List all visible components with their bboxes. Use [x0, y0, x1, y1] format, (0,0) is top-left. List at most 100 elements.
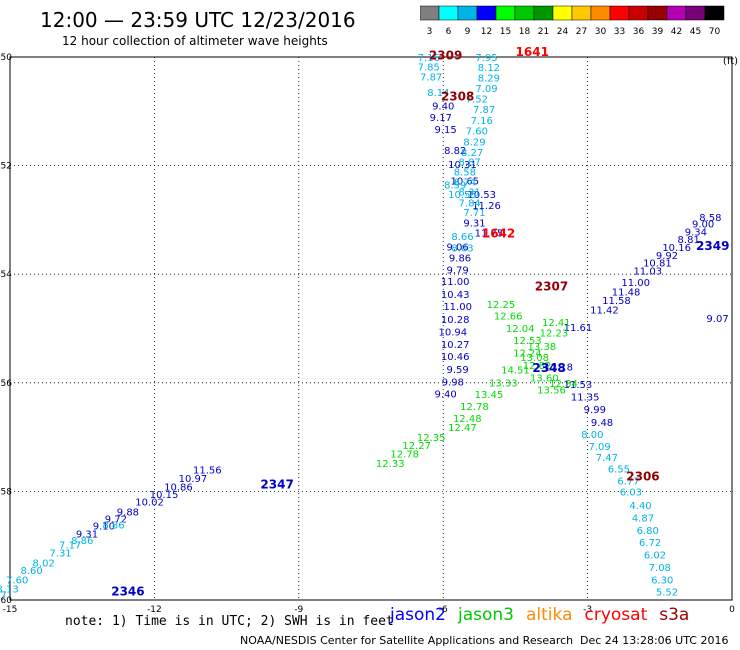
wave-height-label: 9.98: [442, 378, 464, 389]
x-tick-label: -9: [294, 605, 303, 615]
wave-height-label: 7.85: [418, 63, 440, 74]
wave-height-label: 7.17: [59, 540, 81, 551]
wave-height-label: 8.60: [21, 566, 43, 577]
wave-height-label: 10.28: [441, 315, 470, 326]
pass-number-label: 2307: [535, 279, 568, 293]
wave-height-label: 6.72: [639, 538, 661, 549]
wave-height-label: 9.86: [449, 254, 471, 265]
legend-label: 6: [446, 27, 452, 37]
wave-height-label: 8.86: [102, 520, 124, 531]
wave-height-label: 8.29: [463, 138, 485, 149]
wave-height-label: 11.53: [564, 380, 593, 391]
wave-height-label: 10.02: [135, 498, 164, 509]
pass-number-label: 2309: [429, 49, 462, 63]
wave-height-label: 6.80: [637, 526, 659, 537]
wave-height-label: 8.12: [478, 63, 500, 74]
wave-height-label: 7.09: [475, 84, 497, 95]
wave-height-label: 9.72: [105, 514, 127, 525]
wave-height-label: 12.33: [376, 459, 405, 470]
pass-number-label: 1641: [516, 45, 549, 59]
pass-number-label: 2348: [532, 361, 565, 375]
legend-label: 12: [481, 27, 492, 37]
wave-height-label: 7.16: [418, 53, 440, 64]
satellite-legend: jason2 jason3 altika cryosat s3a: [390, 605, 701, 625]
wave-height-label: 12.04: [506, 324, 535, 335]
legend-label: 70: [709, 27, 721, 37]
wave-height-label: 8.27: [0, 590, 7, 601]
legend-label: 42: [671, 27, 682, 37]
satellite-name: jason3: [458, 605, 514, 625]
wave-height-label: 9.99: [584, 405, 606, 416]
wave-height-label: 12.24: [513, 349, 542, 360]
map-frame: [9, 56, 733, 601]
wave-height-label: 13.38: [528, 342, 557, 353]
x-tick-label: -6: [439, 605, 448, 615]
wave-height-label: 11.00: [443, 302, 472, 313]
wave-height-label: 8.00: [581, 430, 603, 441]
wave-height-label: 13.45: [475, 390, 504, 401]
legend-label: 39: [652, 27, 664, 37]
wave-height-label: 9.00: [692, 220, 714, 231]
wave-height-label: 12.27: [402, 441, 431, 452]
y-tick-label: -52: [0, 162, 12, 172]
wave-height-label: 10.53: [467, 190, 496, 201]
page-subtitle: 12 hour collection of altimeter wave hei…: [62, 34, 328, 48]
wave-height-label: 12.78: [460, 402, 489, 413]
wave-height-label: 8.29: [478, 73, 500, 84]
x-tick-label: 0: [729, 605, 735, 615]
wave-height-label: 8.59: [444, 180, 466, 191]
wave-height-label: 8.03: [451, 243, 473, 254]
wave-height-label: 9.40: [432, 102, 454, 113]
wave-height-label: 14.51: [501, 366, 530, 377]
wave-height-label: 13.08: [520, 353, 549, 364]
pass-number-label: 2349: [696, 239, 729, 253]
legend-label: 9: [465, 27, 471, 37]
legend-label: 27: [576, 27, 587, 37]
wave-height-label: 9.31: [463, 218, 485, 229]
legend-label: 18: [519, 27, 531, 37]
legend-label: 30: [595, 27, 607, 37]
pass-number-label: 2346: [111, 585, 144, 599]
legend-swatch: [704, 5, 725, 21]
wave-height-label: 11.58: [602, 296, 631, 307]
wave-height-label: 7.09: [589, 442, 611, 453]
wave-height-label: 10.65: [451, 177, 480, 188]
wave-height-label: 11.35: [571, 393, 600, 404]
units-note: note: 1) Time is in UTC; 2) SWH is in fe…: [65, 614, 394, 629]
pass-number-label: 2306: [626, 470, 659, 484]
y-tick-label: -60: [0, 596, 12, 606]
wave-height-label: 7.60: [6, 576, 28, 587]
wave-height-label: 7.60: [466, 127, 488, 138]
y-tick-label: -54: [0, 270, 12, 280]
wave-height-label: 6.02: [644, 551, 666, 562]
legend-label: 15: [500, 27, 511, 37]
wave-height-label: 11.48: [612, 287, 641, 298]
wave-height-label: 12.53: [513, 336, 542, 347]
satellite-name: altika: [526, 605, 573, 625]
legend-label: 36: [633, 27, 645, 37]
wave-height-label: 12.34: [549, 379, 578, 390]
wave-height-label: 8.87: [459, 158, 481, 169]
wave-height-label: 7.95: [475, 53, 497, 64]
page-title: 12:00 — 23:59 UTC 12/23/2016: [40, 8, 356, 32]
wave-height-label: 12.25: [487, 300, 516, 311]
wave-height-label: 8.02: [33, 558, 55, 569]
x-tick-label: -15: [3, 605, 18, 615]
wave-height-label: 4.87: [632, 513, 654, 524]
wave-height-label: 7.16: [471, 116, 493, 127]
wave-height-label: 9.06: [447, 242, 469, 253]
wave-height-label: 10.16: [662, 243, 691, 254]
wave-height-label: 7.71: [463, 208, 485, 219]
wave-height-label: 9.34: [685, 228, 707, 239]
wave-height-label: 11.61: [564, 323, 593, 334]
wave-height-label: 12.82: [523, 361, 552, 372]
legend-label: 21: [538, 27, 549, 37]
wave-height-label: 9.31: [76, 530, 98, 541]
wave-height-label: 4.40: [629, 501, 651, 512]
wave-height-label: 6.77: [617, 476, 639, 487]
wave-height-label: 11.56: [193, 465, 222, 476]
wave-height-label: 13.56: [537, 386, 566, 397]
wave-height-label: 9.48: [591, 418, 613, 429]
wave-height-label: 7.87: [473, 105, 495, 116]
